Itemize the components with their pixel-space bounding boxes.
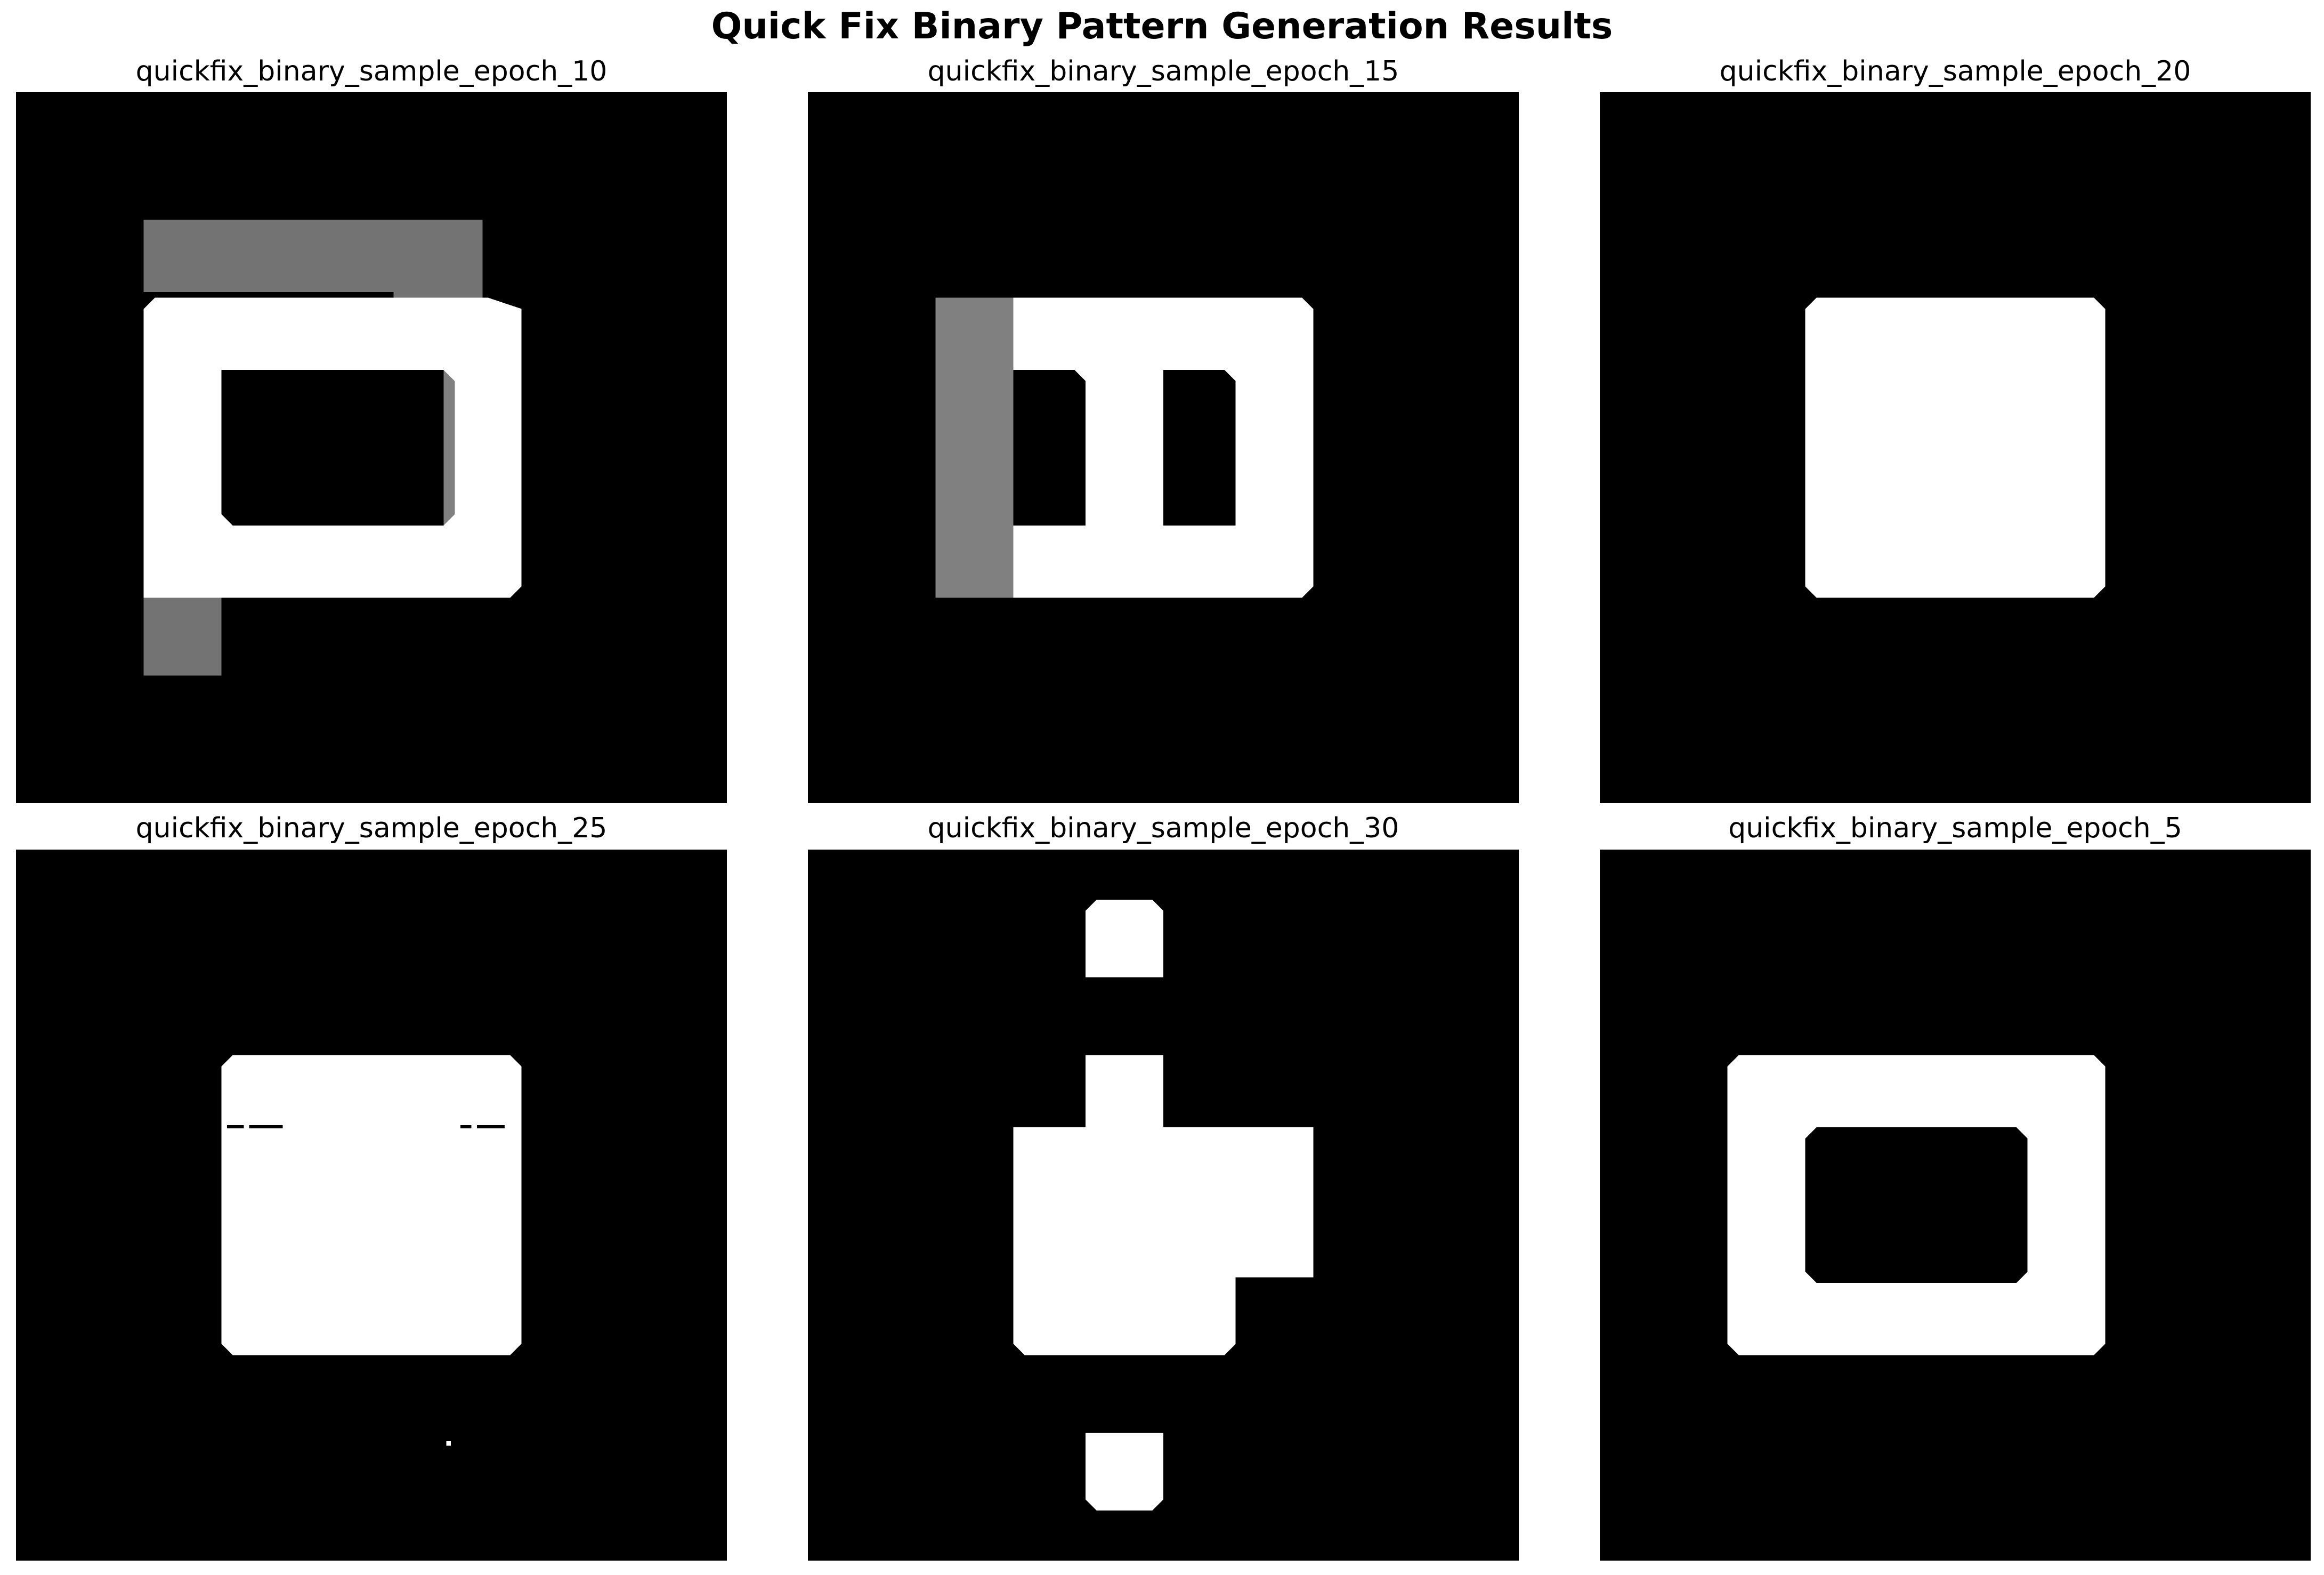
noise-block-bottom: [143, 597, 222, 676]
panel-title-epoch-20: quickfix_binary_sample_epoch_20: [1719, 55, 2191, 87]
sample-image-epoch-5: [1600, 850, 2311, 1561]
pattern-epoch-30: [1013, 899, 1314, 1511]
stray-dot: [446, 1441, 451, 1446]
sample-image-epoch-20: [1600, 92, 2311, 803]
noise-block-top: [143, 220, 394, 293]
top-block: [1086, 899, 1163, 978]
noise-column: [935, 297, 1014, 598]
two-window-shape: [1013, 297, 1314, 598]
sample-image-epoch-15: [808, 92, 1519, 803]
sample-image-epoch-25: [16, 850, 727, 1561]
sample-image-epoch-30: [808, 850, 1519, 1561]
cross-shape: [1013, 1055, 1314, 1355]
frame-shape: [143, 297, 522, 598]
frame-shape: [1727, 1055, 2106, 1355]
bottom-block: [1086, 1433, 1163, 1511]
artifact-dash: [477, 1125, 505, 1129]
panel-title-epoch-30: quickfix_binary_sample_epoch_30: [927, 812, 1399, 844]
panel-title-epoch-10: quickfix_binary_sample_epoch_10: [135, 55, 608, 87]
artifact-dash: [227, 1125, 244, 1129]
square-shape: [1805, 297, 2106, 598]
panel-title-epoch-25: quickfix_binary_sample_epoch_25: [135, 812, 608, 844]
pattern-epoch-15: [935, 297, 1314, 598]
pattern-epoch-10: [143, 220, 522, 676]
square-shape: [221, 1055, 522, 1355]
pattern-epoch-20: [1805, 297, 2106, 598]
noise-block-inner: [443, 370, 522, 526]
pattern-epoch-25: [221, 1055, 522, 1446]
artifact-dash: [249, 1125, 283, 1129]
figure-title: Quick Fix Binary Pattern Generation Resu…: [711, 5, 1613, 47]
pattern-epoch-5: [1727, 1055, 2106, 1355]
panel-title-epoch-15: quickfix_binary_sample_epoch_15: [927, 55, 1399, 87]
sample-image-epoch-10: [16, 92, 727, 803]
panel-title-epoch-5: quickfix_binary_sample_epoch_5: [1728, 812, 2182, 844]
artifact-dash: [460, 1125, 472, 1129]
